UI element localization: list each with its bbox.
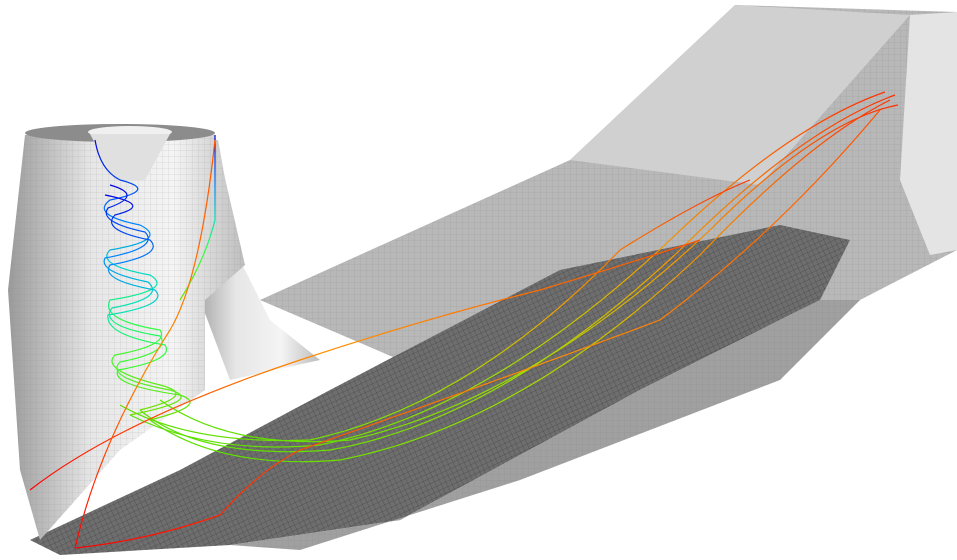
- page: [0, 0, 957, 560]
- flow-visualization: [0, 0, 957, 560]
- draft-tube: [8, 5, 957, 555]
